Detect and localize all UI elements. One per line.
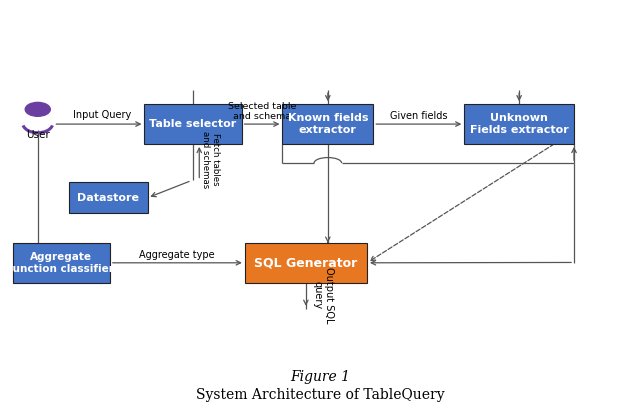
FancyBboxPatch shape [244,243,367,283]
Text: SQL Generator: SQL Generator [254,256,358,269]
FancyBboxPatch shape [145,104,242,144]
Text: Selected table
and schema: Selected table and schema [228,102,296,121]
Text: Aggregate type: Aggregate type [140,250,215,260]
Text: Output SQL
query: Output SQL query [312,267,334,323]
FancyBboxPatch shape [69,182,148,213]
Text: Table selector: Table selector [149,119,237,129]
Circle shape [25,102,51,116]
Text: Known fields
extractor: Known fields extractor [287,113,368,135]
Text: Input Query: Input Query [73,110,131,120]
Text: Figure 1: Figure 1 [290,370,350,384]
Text: Aggregate
function classifier: Aggregate function classifier [8,252,114,274]
Text: User: User [26,130,50,140]
FancyBboxPatch shape [13,243,110,283]
FancyBboxPatch shape [282,104,373,144]
Text: Datastore: Datastore [77,193,140,203]
Text: Unknown
Fields extractor: Unknown Fields extractor [470,113,568,135]
Text: Fetch tables
and schemas: Fetch tables and schemas [201,131,220,188]
FancyBboxPatch shape [464,104,574,144]
Text: System Architecture of TableQuery: System Architecture of TableQuery [196,388,444,402]
Text: Given fields: Given fields [390,111,447,121]
